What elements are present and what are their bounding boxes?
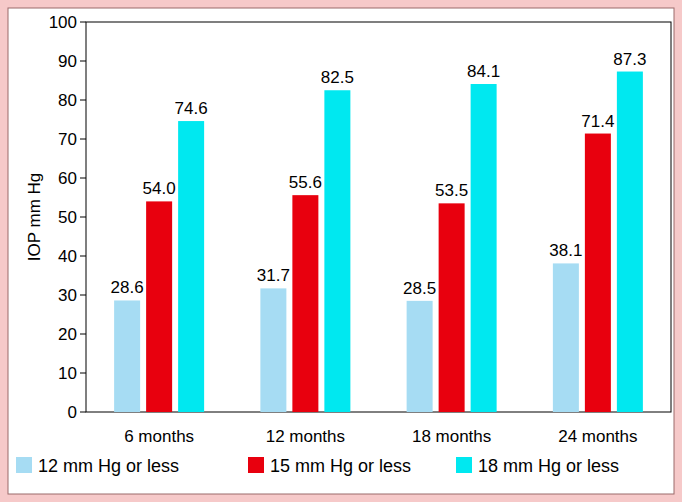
- data-label: 84.1: [467, 62, 500, 81]
- bar: [292, 195, 318, 412]
- y-tick-label: 10: [58, 364, 77, 383]
- legend-swatch: [16, 457, 32, 473]
- bar: [471, 84, 497, 412]
- y-tick-label: 20: [58, 325, 77, 344]
- data-label: 55.6: [289, 173, 322, 192]
- legend-label: 18 mm Hg or less: [478, 456, 619, 476]
- x-tick-label: 18 months: [412, 427, 491, 446]
- y-tick: [80, 61, 86, 62]
- data-label: 82.5: [321, 68, 354, 87]
- y-tick: [80, 373, 86, 374]
- y-tick-label: 60: [58, 169, 77, 188]
- y-tick-label: 30: [58, 286, 77, 305]
- data-label: 38.1: [549, 241, 582, 260]
- x-tick-label: 12 months: [266, 427, 345, 446]
- bar: [617, 72, 643, 412]
- data-label: 54.0: [143, 179, 176, 198]
- plot-frame: [86, 22, 671, 412]
- y-tick-label: 80: [58, 91, 77, 110]
- y-tick-label: 50: [58, 208, 77, 227]
- y-tick: [80, 22, 86, 23]
- y-tick: [80, 256, 86, 257]
- y-tick: [80, 100, 86, 101]
- bars: [114, 72, 643, 412]
- y-tick-label: 0: [68, 403, 77, 422]
- bar: [114, 300, 140, 412]
- data-labels: 28.6 31.7 28.5 38.1 54.0 55.6 53.5 71.4 74.6 82.5…: [111, 50, 647, 298]
- panel: [8, 8, 674, 494]
- y-axis-title: IOP mm Hg: [25, 173, 44, 261]
- data-label: 74.6: [175, 99, 208, 118]
- y-tick: [80, 295, 86, 296]
- bar: [178, 121, 204, 412]
- y-tick-label: 70: [58, 130, 77, 149]
- bar: [439, 203, 465, 412]
- data-label: 28.5: [403, 279, 436, 298]
- bar: [553, 263, 579, 412]
- chart: 0102030405060708090100IOP mm Hg28.631.72…: [0, 0, 682, 502]
- legend-swatch: [248, 457, 264, 473]
- y-tick-label: 100: [49, 13, 77, 32]
- bar: [324, 90, 350, 412]
- y-tick: [80, 412, 86, 413]
- data-label: 71.4: [581, 112, 614, 131]
- bar: [407, 301, 433, 412]
- legend-label: 12 mm Hg or less: [38, 456, 179, 476]
- data-label: 87.3: [613, 50, 646, 69]
- y-tick: [80, 178, 86, 179]
- x-tick-label: 24 months: [558, 427, 637, 446]
- legend-swatch: [456, 457, 472, 473]
- x-tick-label: 6 months: [124, 427, 194, 446]
- legend-label: 15 mm Hg or less: [270, 456, 411, 476]
- bar: [146, 201, 172, 412]
- bar: [260, 288, 286, 412]
- data-label: 53.5: [435, 181, 468, 200]
- y-tick-label: 40: [58, 247, 77, 266]
- bar: [585, 134, 611, 412]
- data-label: 31.7: [257, 266, 290, 285]
- y-tick-label: 90: [58, 52, 77, 71]
- y-tick: [80, 217, 86, 218]
- data-label: 28.6: [111, 278, 144, 297]
- y-tick: [80, 334, 86, 335]
- y-tick: [80, 139, 86, 140]
